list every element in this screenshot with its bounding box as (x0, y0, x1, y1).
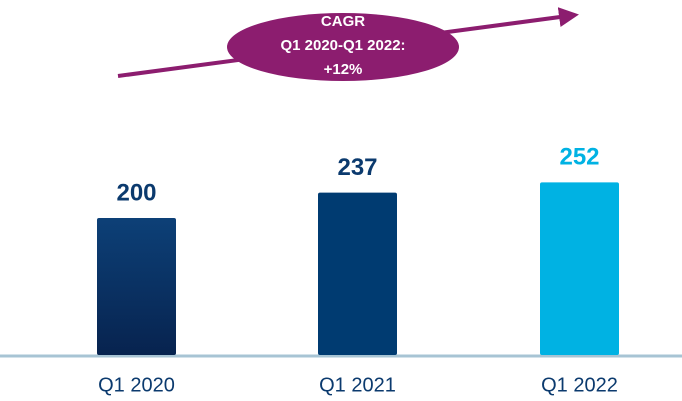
bar (97, 218, 176, 355)
value-label: 252 (559, 144, 599, 171)
bar (318, 192, 397, 355)
annotation-bubble (227, 13, 459, 81)
bar (540, 182, 619, 355)
x-tick-label: Q1 2020 (98, 374, 175, 396)
value-label: 237 (337, 154, 377, 181)
annotation-text: Q1 2020-Q1 2022: (280, 37, 405, 54)
annotation-text: +12% (324, 61, 363, 78)
annotation-text: CAGR (321, 13, 365, 30)
x-tick-label: Q1 2022 (541, 374, 618, 396)
x-tick-label: Q1 2021 (319, 374, 396, 396)
value-label: 200 (116, 179, 156, 206)
